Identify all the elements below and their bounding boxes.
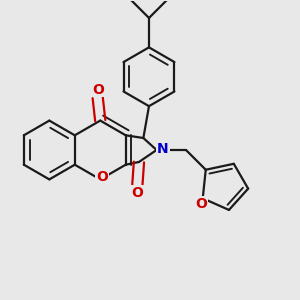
Text: O: O <box>92 82 103 97</box>
Text: O: O <box>96 170 108 184</box>
Text: O: O <box>195 197 207 211</box>
Text: O: O <box>131 186 143 200</box>
Text: N: N <box>157 142 169 156</box>
